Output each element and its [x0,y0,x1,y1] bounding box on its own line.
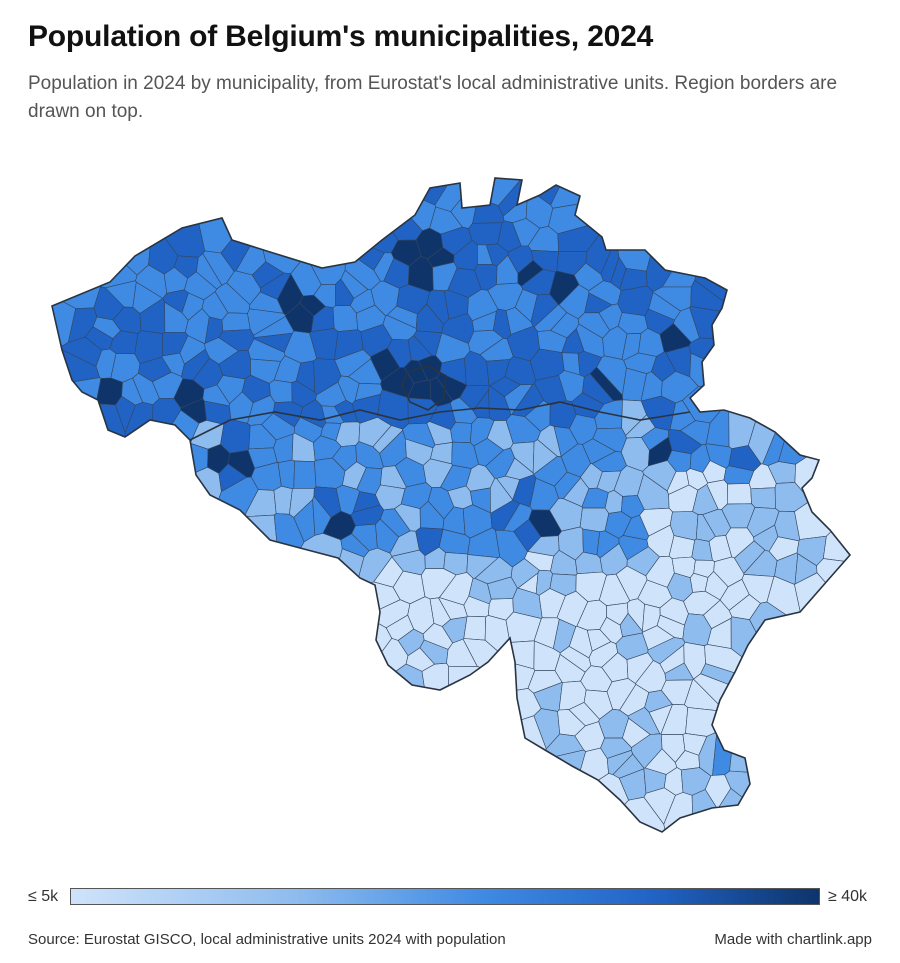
municipality-cell [794,572,850,629]
municipality-cell [685,707,736,737]
municipality-cell [92,218,153,276]
chart-subtitle: Population in 2024 by municipality, from… [28,73,838,122]
legend-min-label: ≤ 5k [28,888,59,905]
municipality-cell [531,749,587,798]
municipality-cell [421,662,450,718]
region-border-brussels [401,365,447,411]
region-border-flanders-wallonia [189,401,691,441]
municipality-cell [220,419,251,454]
municipality-cell [364,186,423,241]
municipality-cell [726,483,752,505]
belgium-municipality-map [51,177,851,833]
municipality-cell [550,178,603,209]
municipality-cell [166,466,222,519]
municipality-cell [342,200,399,254]
legend-max-label: ≥ 40k [828,888,868,905]
municipality-cell [822,511,850,566]
municipality-cell [463,615,487,641]
municipality-cell [705,400,730,448]
municipality-cell [52,257,101,309]
source-note: Source: Eurostat GISCO, local administra… [28,931,506,948]
legend-color-bar [70,888,820,905]
municipality-cell [450,421,473,444]
municipality-cell [689,352,740,389]
municipality-cell [221,312,251,332]
chart-title: Population of Belgium's municipalities, … [28,20,654,53]
municipality-cell [196,253,223,290]
municipality-cell [750,487,776,509]
municipality-cell [79,231,138,289]
municipality-cell [52,377,102,432]
municipality-cell [293,460,317,489]
municipality-cell [372,663,430,721]
municipality-cell [582,528,601,556]
municipality-cell [579,507,610,533]
municipality-cells [52,178,850,832]
credit-note: Made with chartlink.app [714,931,872,948]
municipality-cell [729,718,784,776]
